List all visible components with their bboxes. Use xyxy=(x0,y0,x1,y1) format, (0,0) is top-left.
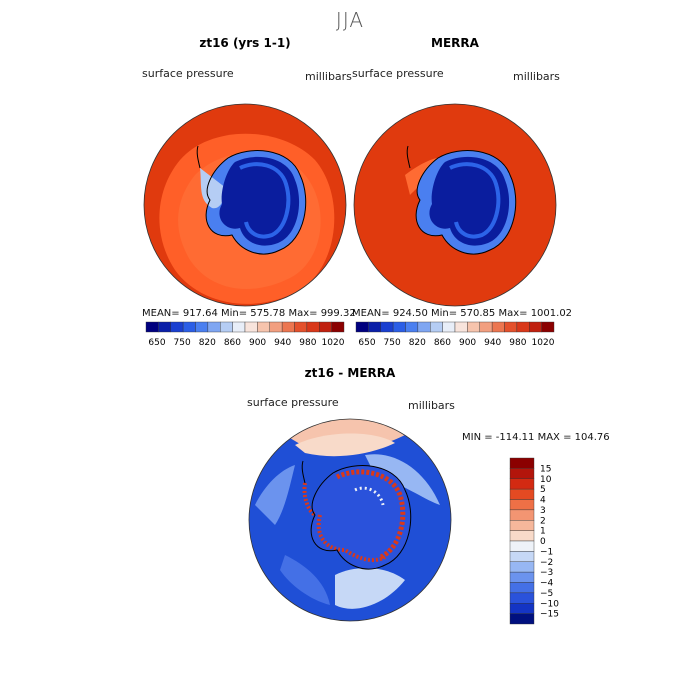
right-colorbar-tick-label: 900 xyxy=(459,338,476,348)
left-colorbar-cell xyxy=(158,321,171,333)
diff-panel-stats: MIN = -114.11 MAX = 104.76 xyxy=(462,432,610,443)
right-colorbar-cell xyxy=(467,321,480,333)
left-colorbar-cell xyxy=(182,321,196,333)
diff-colorbar-tick-label: −10 xyxy=(540,599,559,609)
diff-colorbar-tick-label: −3 xyxy=(540,568,553,578)
diff-colorbar-tick-label: 3 xyxy=(540,506,546,516)
right-colorbar-cell xyxy=(541,321,555,333)
left-colorbar-cell xyxy=(195,321,209,333)
diff-colorbar-cell xyxy=(509,520,535,531)
right-colorbar-tick-label: 860 xyxy=(434,338,451,348)
diff-colorbar-cell xyxy=(509,509,535,521)
left-colorbar-tick-label: 980 xyxy=(299,338,316,348)
right-panel-units-label: millibars xyxy=(513,70,560,83)
diff-colorbar-cell xyxy=(509,603,535,614)
right-colorbar-tick-label: 980 xyxy=(509,338,526,348)
left-colorbar-cell xyxy=(269,321,283,333)
right-colorbar-tick-label: 940 xyxy=(484,338,501,348)
diff-colorbar-cell xyxy=(509,530,535,542)
right-colorbar: 650 750 820 860 900 940 980 1020 xyxy=(355,321,555,348)
diff-colorbar-tick-label: −15 xyxy=(540,610,559,620)
diff-panel-units-label: millibars xyxy=(408,399,455,412)
diff-colorbar-cell xyxy=(509,468,535,479)
left-colorbar-tick-label: 940 xyxy=(274,338,291,348)
diff-panel-map xyxy=(248,418,452,622)
diff-colorbar-tick-label: −1 xyxy=(540,547,553,557)
diff-colorbar-cell xyxy=(509,582,535,594)
diff-colorbar-cell xyxy=(509,457,535,469)
left-colorbar-cell xyxy=(306,321,320,333)
left-colorbar-tick-label: 1020 xyxy=(322,338,345,348)
left-colorbar-cell xyxy=(170,321,184,333)
left-panel-units-label: millibars xyxy=(305,70,352,83)
diff-colorbar-tick-label: −2 xyxy=(540,558,553,568)
left-colorbar-cell xyxy=(281,321,295,333)
right-colorbar-cell xyxy=(516,321,530,333)
diff-colorbar-cell xyxy=(509,488,535,500)
diff-colorbar-cell xyxy=(509,592,535,604)
right-colorbar-cell xyxy=(504,321,518,333)
right-colorbar-cell xyxy=(417,321,431,333)
right-colorbar-cell xyxy=(405,321,419,333)
right-panel-variable-label: surface pressure xyxy=(352,67,444,80)
left-panel-map xyxy=(143,103,347,307)
right-colorbar-cell xyxy=(430,321,443,333)
left-colorbar-cell xyxy=(145,321,159,333)
left-colorbar-cell xyxy=(257,321,270,333)
left-colorbar-tick-label: 860 xyxy=(224,338,241,348)
right-colorbar-tick-label: 650 xyxy=(358,338,375,348)
diff-colorbar-tick-label: 2 xyxy=(540,516,546,526)
diff-colorbar-tick-label: 4 xyxy=(540,496,546,506)
diff-colorbar-tick-label: 5 xyxy=(540,485,546,495)
right-colorbar-cell xyxy=(479,321,493,333)
diff-colorbar-tick-label: −5 xyxy=(540,589,553,599)
left-panel-variable-label: surface pressure xyxy=(142,67,234,80)
right-colorbar-tick-label: 820 xyxy=(409,338,426,348)
left-colorbar-cell xyxy=(232,321,246,333)
right-colorbar-cell xyxy=(491,321,505,333)
right-panel-stats: MEAN= 924.50 Min= 570.85 Max= 1001.02 xyxy=(352,308,573,319)
diff-colorbar-tick-label: 1 xyxy=(540,527,546,537)
right-colorbar-tick-label: 1020 xyxy=(532,338,555,348)
diff-colorbar-cell xyxy=(509,540,535,552)
left-panel-title: zt16 (yrs 1-1) xyxy=(199,36,291,50)
right-colorbar-cell xyxy=(442,321,456,333)
right-panel-title: MERRA xyxy=(431,36,479,50)
right-colorbar-cell xyxy=(529,321,542,333)
diff-colorbar-cell xyxy=(509,478,535,490)
right-colorbar-cell xyxy=(454,321,468,333)
diff-panel-variable-label: surface pressure xyxy=(247,396,339,409)
diff-colorbar-cell xyxy=(509,551,535,562)
left-colorbar-cell xyxy=(220,321,233,333)
left-colorbar-tick-label: 750 xyxy=(174,338,191,348)
left-colorbar-cell xyxy=(319,321,332,333)
right-colorbar-cell xyxy=(392,321,406,333)
left-colorbar-tick-label: 900 xyxy=(249,338,266,348)
left-colorbar-cell xyxy=(294,321,308,333)
left-colorbar-cell xyxy=(244,321,258,333)
right-colorbar-cell xyxy=(355,321,369,333)
left-colorbar-cell xyxy=(331,321,345,333)
right-colorbar-tick-label: 750 xyxy=(384,338,401,348)
diff-colorbar-cell xyxy=(509,499,535,511)
left-colorbar-tick-label: 820 xyxy=(199,338,216,348)
diff-colorbar-tick-label: 15 xyxy=(540,464,551,474)
left-colorbar-cell xyxy=(207,321,221,333)
diff-colorbar-cell xyxy=(509,561,535,573)
diff-colorbar-tick-label: 10 xyxy=(540,475,552,485)
right-colorbar-cell xyxy=(368,321,381,333)
left-colorbar: 650 750 820 860 900 940 980 1020 xyxy=(145,321,345,348)
diff-colorbar-cell xyxy=(509,571,535,583)
right-panel-map xyxy=(353,103,557,307)
left-panel-stats: MEAN= 917.64 Min= 575.78 Max= 999.32 xyxy=(142,308,356,319)
diff-panel-title: zt16 - MERRA xyxy=(304,366,396,380)
diff-colorbar-tick-label: −4 xyxy=(540,579,554,589)
diff-colorbar-tick-label: 0 xyxy=(540,537,546,547)
left-colorbar-tick-label: 650 xyxy=(148,338,165,348)
figure-title: JJA xyxy=(335,8,365,32)
diff-colorbar-cell xyxy=(509,613,535,625)
right-colorbar-cell xyxy=(380,321,394,333)
